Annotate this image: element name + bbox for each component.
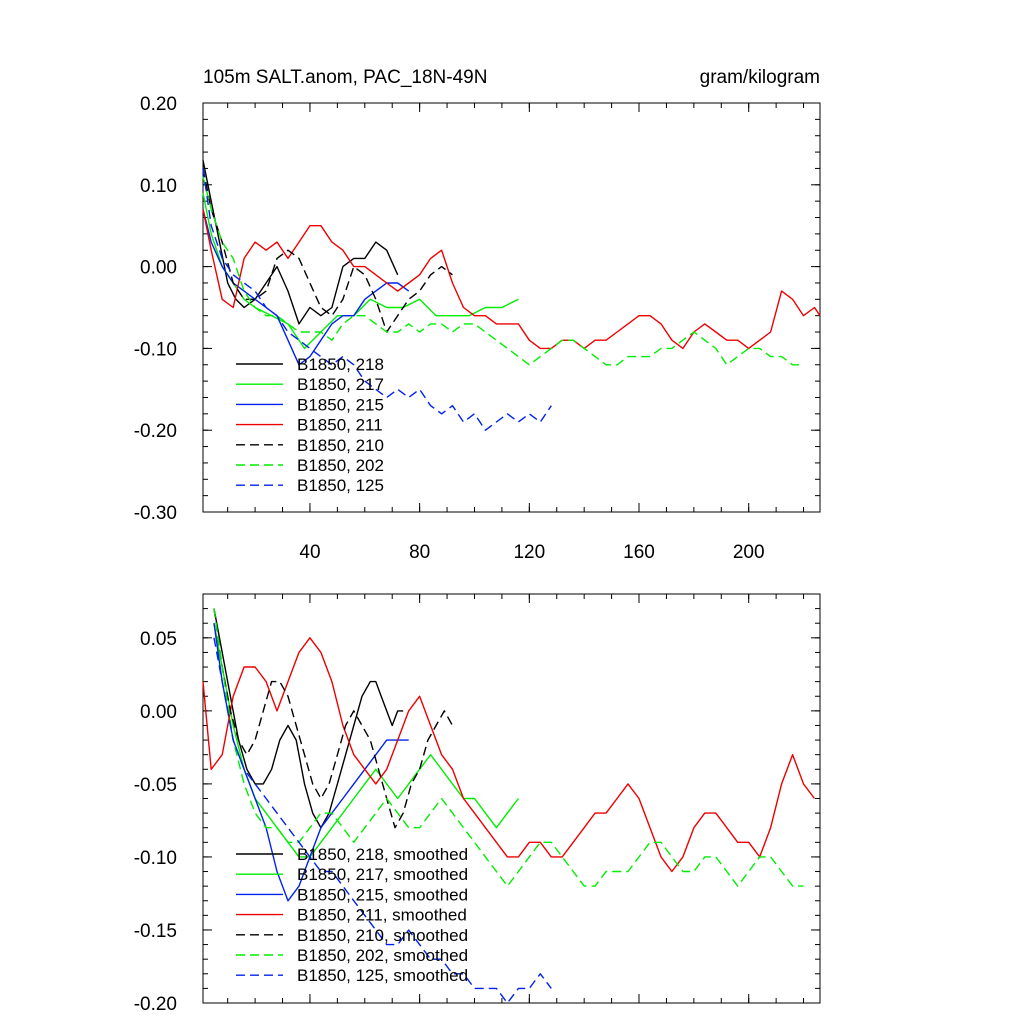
top-series-group: [202, 160, 821, 431]
bottom-axis-ticks: 0.05 0.00 -0.05 -0.10 -0.15 -0.20: [134, 593, 820, 1015]
legend-label-0: B1850, 218: [297, 355, 384, 374]
x-tick-label: 160: [623, 542, 655, 563]
series-line-0: [202, 160, 399, 325]
top-axis-ticks: 0.20 0.10 0.00 -0.10 -0.20 -0.30 40 80 120 160 200: [134, 94, 820, 563]
legend-label-4: B1850, 210: [297, 436, 384, 455]
y-tick-label: -0.15: [134, 921, 177, 942]
y-tick-label: 0.10: [140, 176, 177, 197]
series-line-0: [213, 608, 404, 829]
series-line-4: [202, 168, 453, 333]
y-tick-label: -0.10: [134, 848, 177, 869]
bottom-panel: 0.05 0.00 -0.05 -0.10 -0.15 -0.20 B1850, 218,…: [134, 593, 821, 1015]
y-tick-label: -0.05: [134, 775, 177, 796]
series-line-1: [213, 623, 519, 858]
top-panel: 105m SALT.anom, PAC_18N-49N gram/kilogra…: [134, 67, 821, 563]
legend-label-3: B1850, 211: [297, 416, 383, 435]
legend-label-0: B1850, 218, smoothed: [297, 845, 468, 864]
legend-label-6: B1850, 125, smoothed: [297, 966, 468, 985]
legend-label-3: B1850, 211, smoothed: [297, 906, 467, 925]
units-label: gram/kilogram: [700, 67, 820, 88]
x-tick-label: 120: [513, 542, 545, 563]
legend-label-5: B1850, 202: [297, 456, 384, 475]
chart-title: 105m SALT.anom, PAC_18N-49N: [203, 67, 487, 88]
series-line-2: [202, 209, 410, 366]
top-plot-frame: [202, 102, 821, 513]
legend-label-2: B1850, 215, smoothed: [297, 885, 468, 904]
y-tick-label: -0.20: [134, 994, 177, 1015]
legend-label-1: B1850, 217: [297, 375, 384, 394]
series-line-1: [202, 192, 519, 350]
bottom-plot-frame: [202, 593, 821, 1004]
series-line-3: [202, 209, 821, 350]
legend-label-2: B1850, 215: [297, 395, 384, 414]
x-tick-label: 40: [299, 542, 320, 563]
legend-label-6: B1850, 125: [297, 476, 384, 495]
y-tick-label: 0.00: [140, 258, 177, 279]
series-line-5: [213, 608, 804, 887]
series-line-6: [213, 637, 552, 1004]
y-tick-label: 0.00: [140, 702, 177, 723]
legend-label-5: B1850, 202, smoothed: [297, 946, 468, 965]
series-line-6: [202, 168, 552, 431]
x-tick-label: 200: [733, 542, 765, 563]
x-tick-label: 80: [409, 542, 430, 563]
y-tick-label: -0.10: [134, 339, 177, 360]
y-tick-label: 0.20: [140, 94, 177, 115]
series-line-5: [202, 176, 804, 366]
legend-label-4: B1850, 210, smoothed: [297, 926, 468, 945]
bottom-series-group: [202, 608, 816, 1004]
series-line-3: [202, 637, 816, 873]
y-tick-label: -0.20: [134, 421, 177, 442]
series-line-4: [213, 608, 454, 829]
y-tick-label: 0.05: [140, 629, 177, 650]
legend-label-1: B1850, 217, smoothed: [297, 865, 468, 884]
y-tick-label: -0.30: [134, 503, 177, 524]
